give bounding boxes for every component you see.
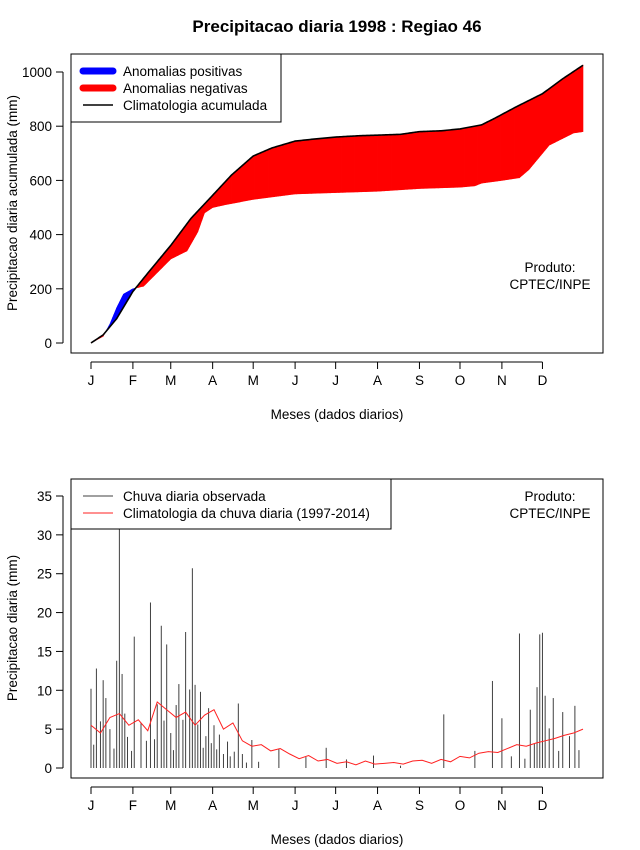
y-axis-label-2: Precipitacao diaria (mm) [5, 555, 20, 701]
legend-label-observed: Chuva diaria observada [123, 489, 266, 504]
y-tick-label: 10 [37, 683, 52, 698]
x-tick-label: J [332, 373, 339, 388]
x-tick-label: M [248, 373, 259, 388]
y-tick-label: 25 [37, 567, 52, 582]
x-tick-label: N [497, 373, 507, 388]
climatology-accum-line [90, 64, 584, 344]
y-tick-label: 1000 [22, 65, 52, 80]
x-tick-label: O [455, 798, 466, 813]
y-axis: 0 200 400 600 800 1000 [22, 65, 64, 351]
y-tick-label: 35 [37, 489, 52, 504]
legend-label-positive: Anomalias positivas [123, 64, 243, 79]
x-axis-label: Meses (dados diarios) [271, 407, 404, 422]
x-tick-label: F [129, 798, 137, 813]
product-label: Produto: [524, 260, 575, 275]
x-tick-label: A [208, 373, 217, 388]
y-tick-label: 400 [29, 228, 52, 243]
x-tick-label: D [538, 798, 548, 813]
climatology-daily-series [90, 701, 584, 766]
climatology-accum-series [90, 64, 584, 344]
y-tick-label: 200 [29, 282, 52, 297]
x-tick-label: A [208, 798, 217, 813]
x-tick-label: J [292, 373, 299, 388]
x-tick-label: M [248, 798, 259, 813]
y-tick-label: 30 [37, 528, 52, 543]
x-tick-label: J [332, 798, 339, 813]
x-tick-label: D [538, 373, 548, 388]
y-axis-2: 0 5 10 15 20 25 30 35 [37, 489, 64, 776]
product-label-2: Produto: [524, 489, 575, 504]
climatology-daily-line [90, 701, 584, 766]
legend-label-negative: Anomalias negativas [123, 81, 248, 96]
product-source-2: CPTEC/INPE [509, 506, 590, 521]
x-tick-label: M [165, 373, 176, 388]
legend-label-clim-daily: Climatologia da chuva diaria (1997-2014) [123, 506, 370, 521]
y-tick-label: 0 [44, 761, 52, 776]
y-tick-label: 5 [44, 722, 52, 737]
daily-panel: 0 5 10 15 20 25 30 35 J F M A M J J A S O N D Meses (dados… [5, 478, 604, 847]
legend: Anomalias positivas Anomalias negativas … [70, 53, 282, 123]
x-tick-label: A [373, 798, 382, 813]
x-tick-label: J [88, 798, 95, 813]
legend-box-2 [70, 478, 392, 530]
x-tick-label: S [415, 798, 424, 813]
negative-anomaly-segment [581, 64, 584, 133]
legend-2: Chuva diaria observada Climatologia da c… [70, 478, 392, 530]
x-tick-label: J [292, 798, 299, 813]
accumulated-panel: 0 200 400 600 800 1000 J F M A M J J A S O N D Meses (da… [5, 53, 604, 422]
y-tick-label: 20 [37, 606, 52, 621]
x-tick-label: N [497, 798, 507, 813]
y-tick-label: 800 [29, 119, 52, 134]
chart-title: Precipitacao diaria 1998 : Regiao 46 [192, 17, 481, 36]
y-tick-label: 15 [37, 644, 52, 659]
x-tick-label: J [88, 373, 95, 388]
x-tick-label: A [373, 373, 382, 388]
anomaly-areas [90, 64, 584, 344]
x-axis-label-2: Meses (dados diarios) [271, 832, 404, 847]
x-tick-label: M [165, 798, 176, 813]
observed-bars [90, 529, 580, 768]
legend-label-climatology: Climatologia acumulada [123, 98, 268, 113]
x-tick-label: S [415, 373, 424, 388]
x-tick-label: F [129, 373, 137, 388]
x-tick-label: O [455, 373, 466, 388]
y-axis-label: Precipitacao diaria acumulada (mm) [5, 95, 20, 311]
product-source: CPTEC/INPE [509, 277, 590, 292]
y-tick-label: 0 [44, 336, 52, 351]
y-tick-label: 600 [29, 173, 52, 188]
plot-frame [70, 53, 604, 354]
